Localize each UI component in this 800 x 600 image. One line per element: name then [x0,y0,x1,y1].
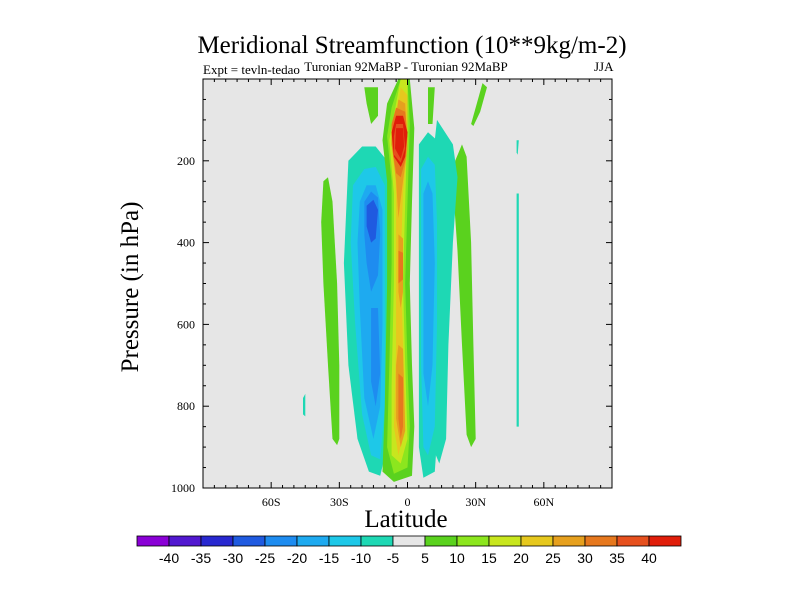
colorbar: -40 -35 -30 -25 -20 -15 -10 -5 5 10 15 20 25 30 35 40 [136,535,682,566]
colorbar-label: 20 [513,550,529,566]
colorbar-label: -25 [255,550,275,566]
y-tick-label: 1000 [171,481,195,495]
colorbar-swatch [360,535,394,547]
colorbar-label: -15 [319,550,339,566]
contour-pos-upper-north-small [428,87,435,124]
y-tick-label: 800 [177,399,195,413]
colorbar-swatch [392,535,426,547]
colorbar-label: 30 [577,550,593,566]
x-axis-label: Latitude [364,506,447,533]
colorbar-label: 40 [641,550,657,566]
colorbar-label: 35 [609,550,625,566]
y-tick-label: 600 [177,317,195,331]
colorbar-swatch [520,535,554,547]
colorbar-swatch [200,535,234,547]
contour-neg-speck-west [303,393,306,417]
y-axis-label: Pressure (in hPa) [117,202,144,373]
x-tick-label: 60N [533,495,554,509]
contour-pos-core-l6b [398,250,403,284]
colorbar-label: -40 [159,550,179,566]
center-label: Turonian 92MaBP - Turonian 92MaBP [304,59,507,74]
y-tick-label: 200 [177,154,195,168]
colorbar-label: 5 [421,550,429,566]
colorbar-swatch [136,535,170,547]
contour-neg-speck-east-1 [516,140,519,155]
x-axis-ticks: 60S 30S 0 30N 60N [202,79,613,509]
colorbar-swatch [616,535,650,547]
contour-pos-band-south [321,177,340,446]
chart-title: Meridional Streamfunction (10**9kg/m-2) [197,32,626,59]
colorbar-swatch [168,535,202,547]
contour-pos-upper-north [471,83,487,126]
colorbar-label: 25 [545,550,561,566]
colorbar-swatch [648,535,682,547]
season-label: JJA [594,59,614,74]
x-tick-label: 0 [405,495,411,509]
colorbar-label: -35 [191,550,211,566]
contour-neg-north-l3 [423,181,435,407]
contour-pos-core-l6c [398,373,403,439]
contour-pos-upper-south [364,87,378,124]
contour-pos-band-north [452,144,476,448]
colorbar-label: -30 [223,550,243,566]
colorbar-label: -10 [351,550,371,566]
colorbar-swatch [456,535,490,547]
colorbar-label: 10 [449,550,465,566]
colorbar-swatch [264,535,298,547]
contour-neg-speck-east-2 [516,193,519,427]
colorbar-swatch [232,535,266,547]
colorbar-swatch [552,535,586,547]
colorbar-label: 15 [481,550,497,566]
contour-field [303,79,519,482]
colorbar-label: -20 [287,550,307,566]
colorbar-swatch [424,535,458,547]
contour-neg-south-l4b [371,308,381,407]
y-axis-ticks: 200 400 600 800 1000 [171,78,612,495]
x-tick-label: 60S [262,495,281,509]
colorbar-swatch [328,535,362,547]
colorbar-label: -5 [387,550,400,566]
contour-pos-core-max3 [395,128,405,159]
x-tick-label: 30N [465,495,486,509]
y-tick-label: 400 [177,236,195,250]
colorbar-swatch [584,535,618,547]
plot-area [202,78,613,489]
colorbar-swatch [488,535,522,547]
contour-neg-south-l5 [366,199,378,243]
experiment-label: Expt = tevln-tedao [203,62,300,77]
colorbar-swatch [296,535,330,547]
x-tick-label: 30S [330,495,349,509]
